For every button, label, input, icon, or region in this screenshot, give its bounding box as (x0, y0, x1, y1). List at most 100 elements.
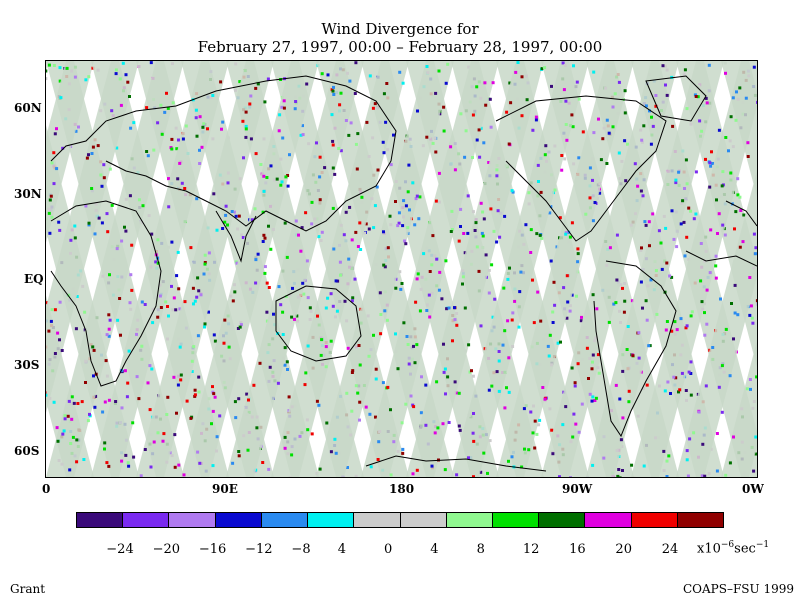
divergence-speckle (121, 61, 125, 65)
divergence-speckle (174, 126, 178, 130)
divergence-speckle (376, 168, 380, 172)
divergence-speckle (82, 458, 86, 461)
divergence-speckle (434, 150, 438, 154)
divergence-speckle (323, 166, 327, 170)
divergence-speckle (107, 313, 111, 317)
divergence-speckle (334, 315, 337, 319)
divergence-speckle (331, 139, 335, 143)
divergence-speckle (290, 315, 294, 319)
divergence-speckle (332, 85, 335, 89)
divergence-speckle (419, 287, 423, 291)
divergence-speckle (738, 245, 742, 249)
divergence-speckle (461, 275, 465, 279)
divergence-speckle (342, 233, 346, 237)
divergence-speckle (222, 341, 226, 345)
divergence-speckle (263, 271, 267, 275)
divergence-speckle (732, 435, 735, 439)
divergence-speckle (197, 289, 201, 293)
divergence-speckle (256, 82, 260, 86)
divergence-speckle (192, 302, 195, 306)
divergence-speckle (396, 224, 400, 228)
divergence-speckle (69, 251, 72, 255)
divergence-speckle (754, 435, 758, 439)
divergence-speckle (748, 313, 752, 317)
divergence-speckle (590, 367, 594, 371)
divergence-speckle (176, 177, 180, 181)
legend-tick-label: 20 (615, 542, 632, 557)
divergence-speckle (551, 452, 555, 456)
divergence-speckle (281, 310, 285, 314)
divergence-speckle (473, 229, 477, 232)
divergence-speckle (398, 70, 402, 74)
divergence-speckle (489, 207, 493, 211)
divergence-speckle (462, 232, 466, 235)
divergence-speckle (466, 194, 470, 198)
divergence-speckle (275, 177, 279, 181)
divergence-speckle (513, 299, 517, 303)
divergence-speckle (563, 64, 567, 67)
divergence-speckle (592, 131, 596, 135)
divergence-speckle (315, 399, 319, 403)
divergence-speckle (170, 147, 174, 151)
divergence-speckle (576, 362, 580, 366)
divergence-speckle (755, 375, 759, 379)
divergence-speckle (670, 329, 674, 333)
divergence-speckle (195, 295, 199, 299)
divergence-speckle (197, 375, 201, 379)
divergence-speckle (701, 442, 705, 446)
divergence-speckle (664, 328, 668, 332)
divergence-speckle (262, 137, 266, 141)
divergence-speckle (666, 380, 670, 384)
divergence-speckle (212, 333, 216, 337)
divergence-speckle (354, 474, 358, 478)
legend-tick-label: 0 (384, 542, 393, 557)
lat-label-30n: 30N (14, 187, 42, 201)
divergence-speckle (497, 389, 501, 393)
divergence-speckle (211, 94, 215, 97)
divergence-speckle (55, 426, 59, 430)
divergence-speckle (237, 214, 241, 218)
divergence-speckle (553, 303, 557, 307)
divergence-speckle (263, 265, 267, 269)
divergence-speckle (657, 229, 661, 233)
divergence-speckle (550, 428, 554, 432)
divergence-speckle (577, 97, 581, 101)
divergence-speckle (52, 151, 56, 155)
divergence-speckle (150, 232, 154, 236)
divergence-speckle (176, 383, 180, 387)
legend-swatch (539, 513, 586, 527)
divergence-speckle (472, 439, 476, 443)
divergence-speckle (106, 230, 110, 234)
divergence-speckle (685, 449, 689, 453)
legend-tick-label: −16 (198, 542, 227, 557)
divergence-speckle (711, 162, 715, 165)
divergence-speckle (466, 231, 470, 235)
divergence-speckle (639, 189, 643, 193)
divergence-speckle (534, 118, 538, 122)
divergence-speckle (50, 161, 54, 165)
divergence-speckle (254, 281, 258, 285)
divergence-speckle (135, 375, 139, 379)
divergence-speckle (69, 442, 73, 445)
divergence-speckle (356, 391, 360, 395)
legend-tick-label: 8 (476, 542, 485, 557)
divergence-speckle (645, 318, 649, 322)
divergence-speckle (562, 88, 566, 92)
divergence-speckle (271, 228, 275, 231)
divergence-speckle (184, 124, 188, 128)
divergence-speckle (233, 290, 237, 294)
divergence-speckle (479, 96, 483, 100)
divergence-speckle (175, 147, 179, 151)
divergence-speckle (748, 276, 752, 279)
divergence-speckle (553, 188, 557, 192)
divergence-speckle (394, 200, 397, 203)
divergence-speckle (419, 411, 423, 415)
divergence-speckle (436, 426, 440, 430)
divergence-speckle (279, 183, 283, 187)
divergence-speckle (596, 366, 600, 370)
divergence-speckle (539, 319, 543, 323)
divergence-speckle (400, 421, 404, 425)
divergence-speckle (588, 166, 592, 170)
divergence-speckle (115, 146, 119, 150)
divergence-speckle (659, 241, 663, 245)
